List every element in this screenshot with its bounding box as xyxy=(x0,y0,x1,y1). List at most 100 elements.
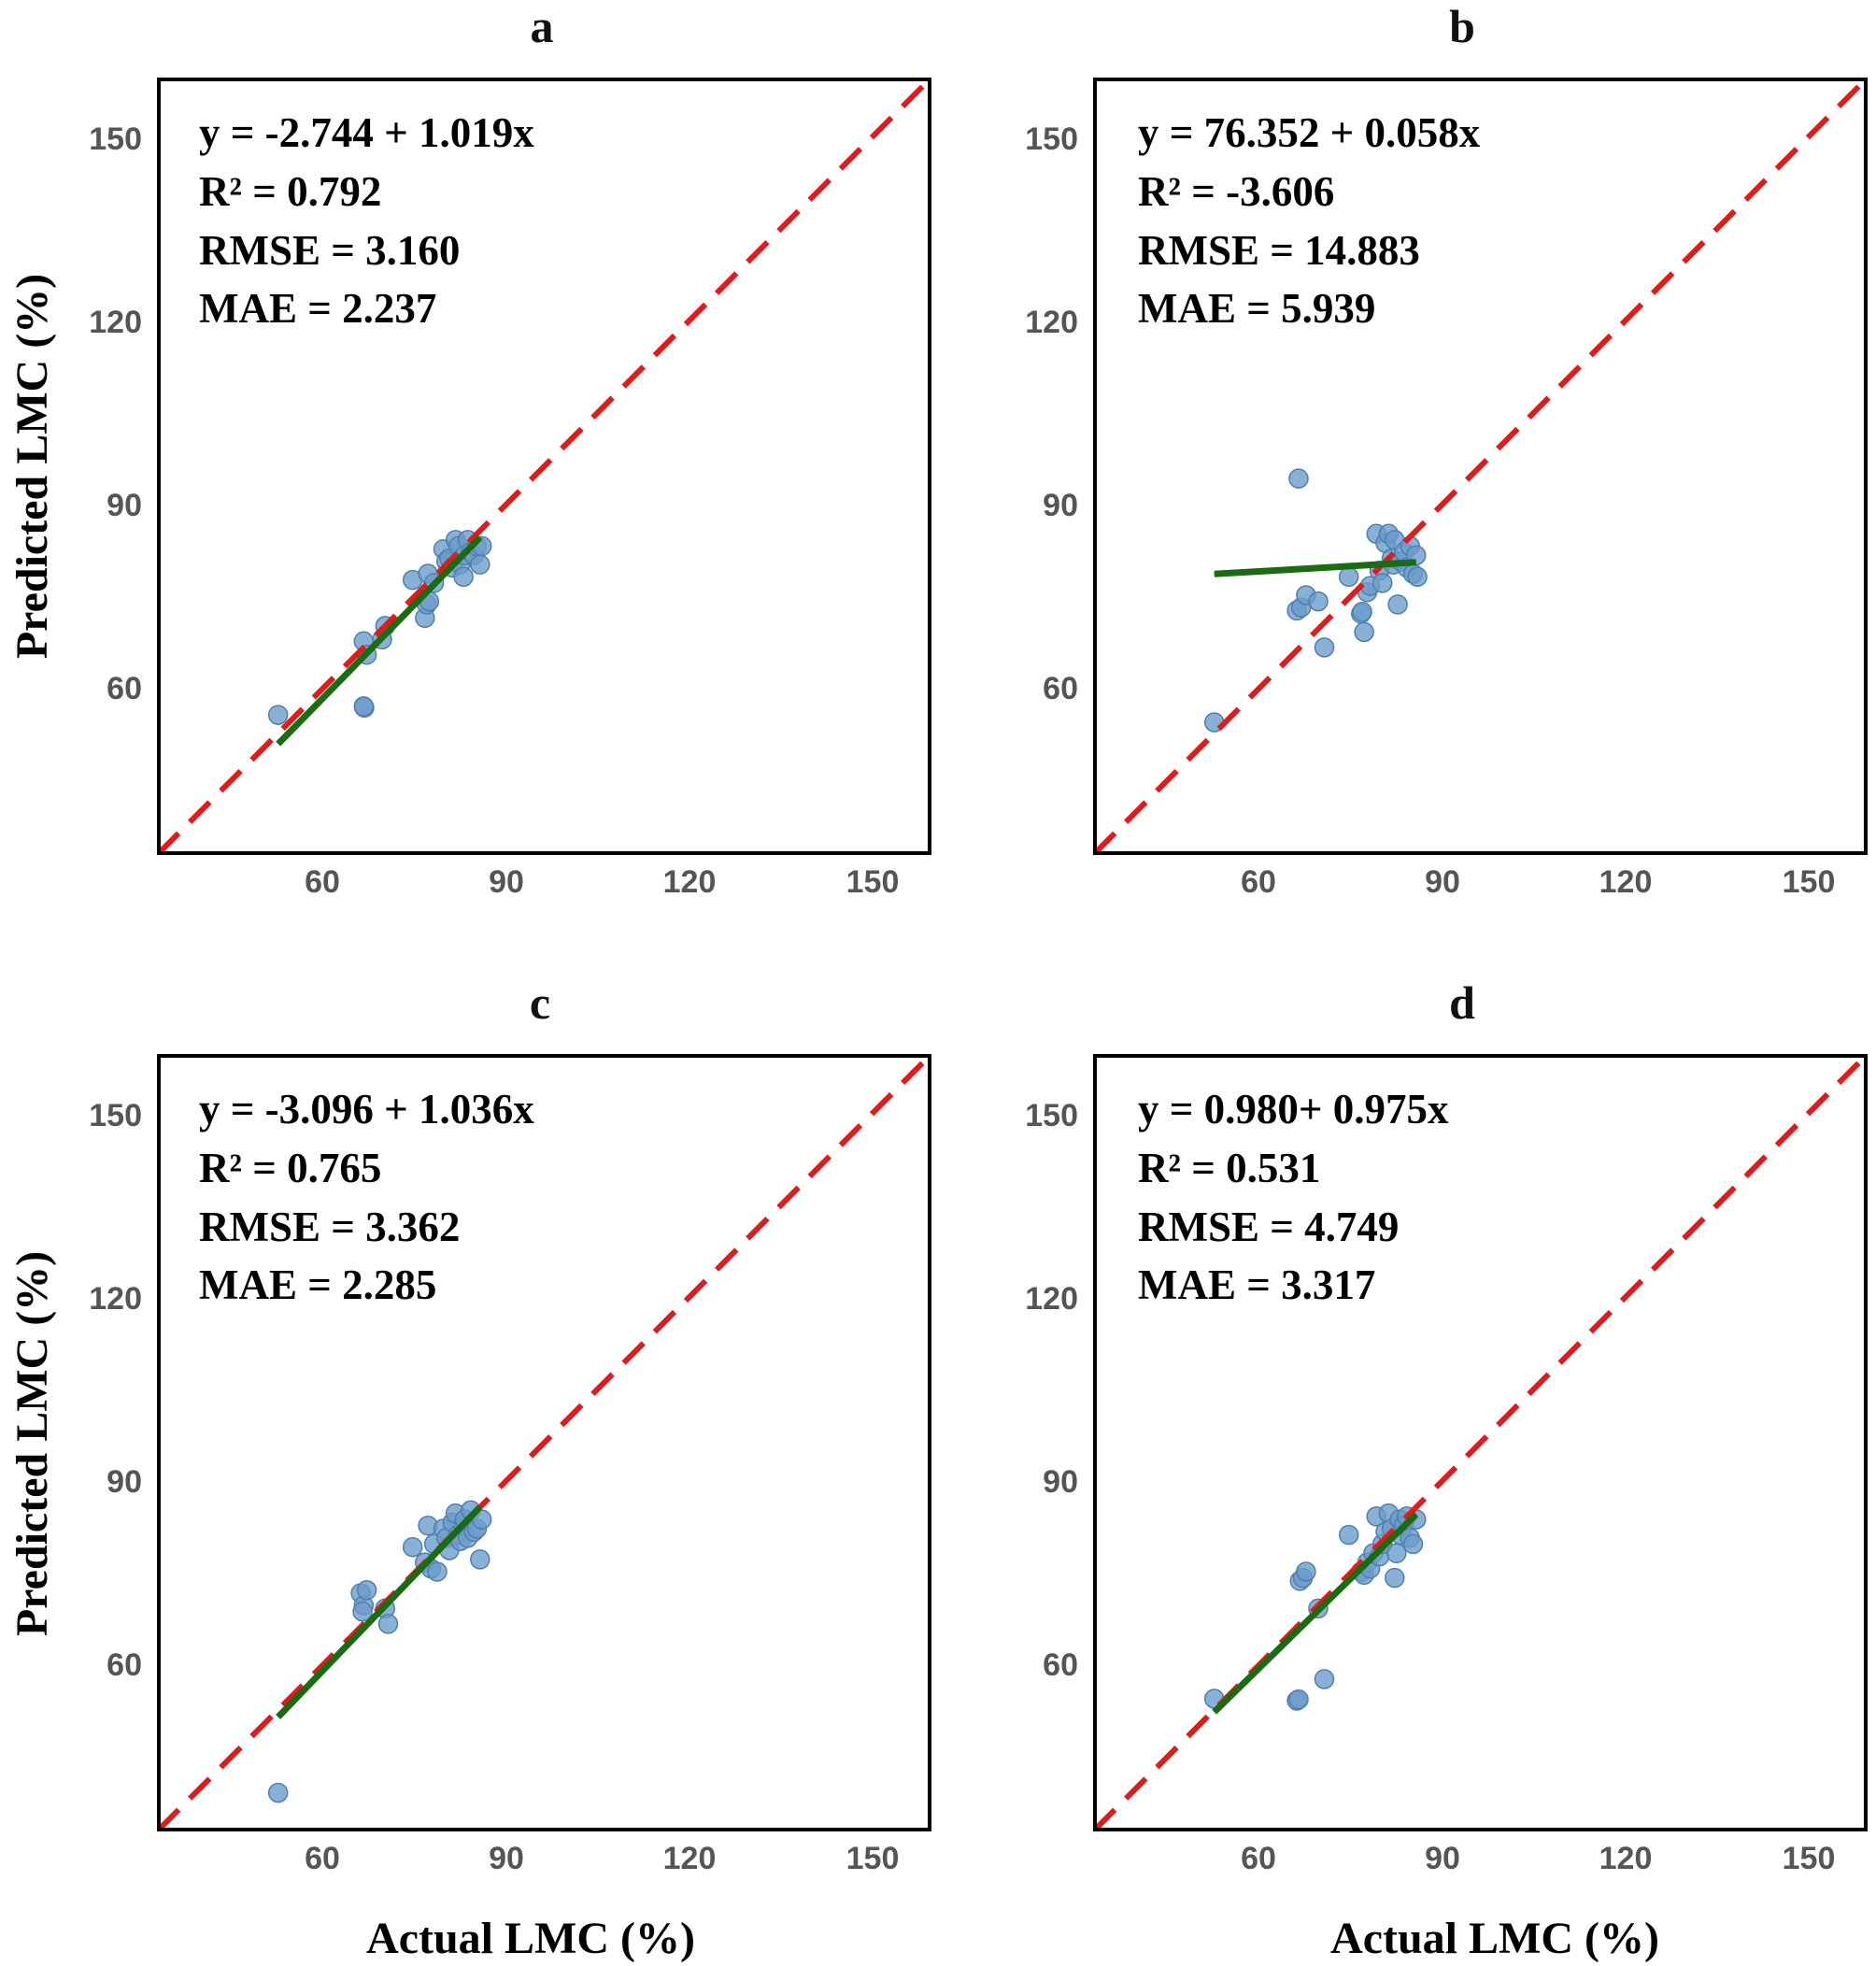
data-point xyxy=(427,1561,448,1582)
data-point xyxy=(1314,1669,1335,1689)
panel-d-y-ticks: 150 120 90 60 xyxy=(1025,1098,1078,1683)
panel-c: c Predicted LMC (%) Actual LMC (%) y = -… xyxy=(7,976,931,1963)
x-tick-label: 90 xyxy=(489,1841,524,1876)
x-tick-label: 90 xyxy=(1425,1841,1460,1876)
panel-d-title: d xyxy=(1449,976,1475,1029)
panel-d-equation: y = 0.980+ 0.975x xyxy=(1138,1086,1449,1133)
data-point xyxy=(267,705,289,725)
data-point xyxy=(1288,1688,1309,1710)
y-tick-label: 120 xyxy=(1025,1281,1078,1317)
fit-line xyxy=(1212,1512,1419,1715)
panel-b-r2: R² = -3.606 xyxy=(1138,168,1334,215)
panel-a-r2: R² = 0.792 xyxy=(199,168,381,215)
data-point xyxy=(1338,1524,1359,1546)
data-point xyxy=(1288,468,1309,489)
data-point xyxy=(470,554,490,575)
y-axis-title-top: Predicted LMC (%) xyxy=(7,274,57,659)
y-tick-label: 90 xyxy=(107,1464,142,1500)
data-point xyxy=(1352,601,1372,622)
panel-c-x-ticks: 60 90 120 150 xyxy=(305,1841,899,1876)
panel-b-rmse: RMSE = 14.883 xyxy=(1138,227,1420,274)
y-tick-label: 90 xyxy=(107,488,142,523)
panel-a-x-ticks: 60 90 120 150 xyxy=(305,864,899,900)
x-tick-label: 60 xyxy=(1241,864,1276,900)
data-point xyxy=(356,1579,377,1601)
panel-d: d Actual LMC (%) y = 0.980+ 0.975x R² = … xyxy=(1025,976,1868,1963)
x-tick-label: 90 xyxy=(1425,864,1460,900)
panel-a-stats: y = -2.744 + 1.019x R² = 0.792 RMSE = 3.… xyxy=(199,109,534,332)
x-tick-label: 60 xyxy=(305,864,340,900)
panel-a-rmse: RMSE = 3.160 xyxy=(199,227,460,274)
fit-line xyxy=(276,534,483,747)
panel-b-title: b xyxy=(1449,0,1475,52)
data-point xyxy=(1314,637,1335,658)
panel-c-frame xyxy=(157,1054,931,1831)
data-point xyxy=(1385,1567,1405,1588)
data-point xyxy=(377,1614,399,1634)
x-tick-label: 150 xyxy=(846,1841,900,1876)
y-tick-label: 150 xyxy=(89,121,142,157)
x-tick-label: 120 xyxy=(663,864,717,900)
panel-a: a Predicted LMC (%) y = -2.744 + 1.019x … xyxy=(7,0,931,900)
panel-b-plot xyxy=(1095,79,1866,853)
data-point xyxy=(1296,1561,1316,1582)
panel-d-r2: R² = 0.531 xyxy=(1138,1145,1320,1191)
fit-line xyxy=(1214,559,1416,577)
panel-a-mae: MAE = 2.237 xyxy=(199,285,436,332)
x-tick-label: 150 xyxy=(1783,864,1836,900)
panel-b-x-ticks: 60 90 120 150 xyxy=(1241,864,1835,900)
x-tick-label: 120 xyxy=(663,1841,717,1876)
data-point xyxy=(1386,1543,1407,1564)
x-tick-label: 60 xyxy=(1241,1841,1276,1876)
panel-d-mae: MAE = 3.317 xyxy=(1138,1261,1375,1308)
data-point xyxy=(267,1782,289,1803)
x-tick-label: 150 xyxy=(1783,1841,1836,1876)
panel-b-mae: MAE = 5.939 xyxy=(1138,285,1375,332)
data-point xyxy=(353,696,375,717)
y-tick-label: 90 xyxy=(1043,1464,1078,1500)
data-point xyxy=(470,1549,490,1570)
panel-a-equation: y = -2.744 + 1.019x xyxy=(199,109,534,156)
panel-c-stats: y = -3.096 + 1.036x R² = 0.765 RMSE = 3.… xyxy=(199,1086,534,1308)
data-point xyxy=(1308,591,1329,612)
panel-c-plot xyxy=(159,1056,930,1830)
data-point xyxy=(1371,573,1393,593)
x-tick-label: 60 xyxy=(305,1841,340,1876)
y-tick-label: 150 xyxy=(89,1098,142,1133)
data-point xyxy=(1402,1533,1424,1555)
y-tick-label: 60 xyxy=(107,1647,142,1683)
panel-d-frame xyxy=(1093,1054,1868,1831)
x-axis-title-right: Actual LMC (%) xyxy=(1330,1914,1659,1963)
y-tick-label: 120 xyxy=(1025,305,1078,340)
panel-b-y-ticks: 150 120 90 60 xyxy=(1025,121,1078,706)
y-tick-label: 60 xyxy=(107,671,142,706)
data-point xyxy=(1387,594,1408,615)
panel-d-plot xyxy=(1095,1056,1866,1830)
data-point xyxy=(352,1601,373,1622)
panel-c-rmse: RMSE = 3.362 xyxy=(199,1204,460,1250)
data-point xyxy=(453,566,474,588)
panel-c-title: c xyxy=(530,976,550,1029)
panel-d-x-ticks: 60 90 120 150 xyxy=(1241,1841,1835,1876)
panel-d-stats: y = 0.980+ 0.975x R² = 0.531 RMSE = 4.74… xyxy=(1138,1086,1449,1308)
x-axis-title-left: Actual LMC (%) xyxy=(366,1914,695,1963)
panel-c-y-ticks: 150 120 90 60 xyxy=(89,1098,142,1683)
x-tick-label: 120 xyxy=(1599,1841,1653,1876)
panel-b: b y = 76.352 + 0.058x R² = -3.606 RMSE =… xyxy=(1025,0,1868,900)
fit-line xyxy=(276,1504,483,1719)
y-tick-label: 150 xyxy=(1025,121,1078,157)
panel-a-title: a xyxy=(531,0,554,52)
panel-b-stats: y = 76.352 + 0.058x R² = -3.606 RMSE = 1… xyxy=(1138,109,1481,332)
panel-c-r2: R² = 0.765 xyxy=(199,1145,381,1191)
panel-a-plot xyxy=(159,79,930,853)
y-tick-label: 120 xyxy=(89,1281,142,1317)
y-axis-title-bottom: Predicted LMC (%) xyxy=(7,1251,57,1636)
y-tick-label: 60 xyxy=(1043,1647,1078,1683)
y-tick-label: 150 xyxy=(1025,1098,1078,1133)
data-point xyxy=(1338,566,1359,588)
y-tick-label: 60 xyxy=(1043,671,1078,706)
panel-a-y-ticks: 150 120 90 60 xyxy=(89,121,142,706)
x-tick-label: 150 xyxy=(846,864,900,900)
panel-b-frame xyxy=(1093,78,1868,855)
